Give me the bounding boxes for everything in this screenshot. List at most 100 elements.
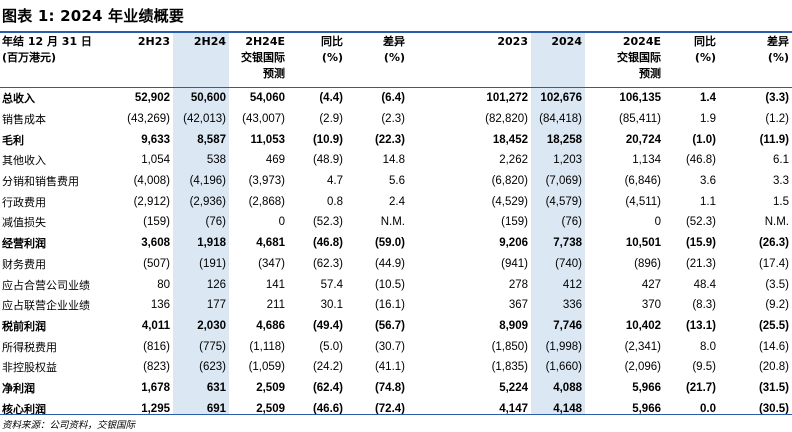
- column-header: 2H23: [118, 34, 173, 86]
- table-cell: 7,746: [553, 319, 582, 332]
- row-label: 净利润: [2, 381, 35, 395]
- table-cell: (14.6): [758, 340, 789, 353]
- table-cell: (941): [501, 257, 528, 270]
- column-header-line: 2024E: [622, 35, 661, 48]
- table-cell: (191): [199, 257, 226, 270]
- table-cell: 5.6: [389, 175, 405, 188]
- table-row: 应占合营公司业绩 80 126 141 57.4 (10.5) 278 412 427 48.4 (…: [0, 274, 792, 295]
- table-row: 毛利 9,633 8,587 11,053 (10.9) (22.3) 18,452 18,2…: [0, 129, 792, 150]
- table-cell: 1,203: [553, 154, 582, 167]
- column-header: 2023: [408, 34, 531, 86]
- column-header: 2H24E 交银国际 预测: [229, 34, 288, 86]
- table-cell: (816): [143, 340, 170, 353]
- table-cell: (17.4): [758, 257, 789, 270]
- table-row: 行政费用 (2,912) (2,936) (2,868) 0.8 2.4 (4,529) (4…: [0, 191, 792, 212]
- table-cell: (6,846): [624, 175, 661, 188]
- column-header: 2024: [531, 34, 585, 86]
- table-cell: (84,418): [539, 113, 582, 126]
- table-cell: (2.9): [319, 113, 343, 126]
- table-row: 核心利润 1,295 691 2,509 (46.6) (72.4) 4,147 4,148 5…: [0, 398, 792, 419]
- table-cell: (46.8): [685, 154, 716, 167]
- table-cell: (43,269): [127, 113, 170, 126]
- table-row: 所得税费用 (816) (775) (1,118) (5.0) (30.7) (1,850)…: [0, 336, 792, 357]
- table-cell: 336: [562, 299, 582, 312]
- table-cell: (41.1): [374, 361, 405, 374]
- table-cell: (5.0): [319, 340, 343, 353]
- table-cell: (42,013): [183, 113, 226, 126]
- highlight-2024-column: [531, 33, 585, 414]
- column-header-line: 交银国际: [241, 51, 285, 64]
- table-cell: 278: [508, 278, 528, 291]
- table-cell: (1,059): [248, 361, 285, 374]
- table-cell: 211: [266, 299, 285, 312]
- table-cell: (823): [143, 361, 170, 374]
- table-cell: (10.5): [374, 278, 405, 291]
- column-header: 同比 (%): [288, 34, 346, 86]
- table-cell: (623): [199, 361, 226, 374]
- table-cell: 4,681: [256, 237, 285, 250]
- table-cell: 4,686: [256, 319, 285, 332]
- table-cell: 2,030: [197, 319, 226, 332]
- table-cell: (49.4): [312, 319, 343, 332]
- row-label: 分销和销售费用: [2, 175, 79, 189]
- table-cell: 6.1: [773, 154, 789, 167]
- table-cell: N.M.: [764, 216, 789, 229]
- table-cell: (740): [555, 257, 582, 270]
- table-cell: 5,224: [499, 381, 528, 394]
- table-cell: 691: [206, 402, 226, 415]
- table-cell: 10,402: [625, 319, 661, 332]
- table-cell: 4,147: [499, 402, 528, 415]
- column-header-line: (%): [383, 51, 405, 64]
- table-row: 总收入 52,902 50,600 54,060 (4.4) (6.4) 101,272 10…: [0, 86, 792, 109]
- table-row: 经营利润 3,608 1,918 4,681 (46.8) (59.0) 9,206 7,73…: [0, 233, 792, 254]
- table-cell: 106,135: [619, 92, 661, 105]
- column-header-line: 预测: [263, 67, 285, 80]
- table-cell: (21.3): [685, 257, 716, 270]
- table-cell: (30.7): [374, 340, 405, 353]
- table-cell: 1,678: [141, 381, 170, 394]
- source-note: 资料来源：公司资料，交银国际: [2, 420, 136, 431]
- table-cell: 30.1: [320, 299, 343, 312]
- table-cell: (4,511): [625, 195, 661, 208]
- header-label-line: 年结 12 月 31 日: [2, 35, 92, 48]
- table-cell: (15.9): [685, 237, 716, 250]
- table-cell: (896): [634, 257, 661, 270]
- table-cell: (31.5): [758, 381, 789, 394]
- table-cell: 1.1: [700, 195, 716, 208]
- table-cell: (48.9): [312, 154, 343, 167]
- column-header-line: 差异: [767, 35, 789, 48]
- column-header-line: 2023: [497, 35, 528, 48]
- table-cell: (72.4): [374, 402, 405, 415]
- table-cell: 5,966: [632, 402, 661, 415]
- table-cell: (1.0): [692, 133, 716, 146]
- table-cell: 3.6: [700, 175, 716, 188]
- figure-title: 图表 1: 2024 年业绩概要: [2, 7, 185, 25]
- table-cell: 631: [206, 381, 226, 394]
- row-label: 应占联营企业业绩: [2, 299, 90, 313]
- table-cell: 0: [278, 216, 285, 229]
- table-cell: (76): [561, 216, 582, 229]
- table-cell: 3.3: [773, 175, 789, 188]
- table-cell: (2,912): [133, 195, 170, 208]
- header-label-line: (百万港元): [2, 51, 57, 64]
- table-cell: (1.2): [765, 113, 789, 126]
- row-label: 经营利润: [2, 237, 46, 251]
- table-cell: 8.0: [700, 340, 716, 353]
- table-cell: (4,196): [189, 175, 226, 188]
- table-cell: (62.3): [312, 257, 343, 270]
- table-cell: 2,509: [256, 402, 285, 415]
- table-cell: 1.5: [773, 195, 789, 208]
- table-cell: (2.3): [381, 113, 405, 126]
- table-cell: 0: [654, 216, 661, 229]
- table-row: 应占联营企业业绩 136 177 211 30.1 (16.1) 367 336 370 (8.3…: [0, 295, 792, 316]
- table-cell: (3.5): [765, 278, 789, 291]
- column-header: 同比 (%): [664, 34, 719, 86]
- table-cell: 10,501: [625, 237, 661, 250]
- table-cell: (4.4): [319, 92, 343, 105]
- results-table: 年结 12 月 31 日 (百万港元) 2H23 2H24 2H24E 交银国际 预测同…: [0, 34, 792, 419]
- table-cell: 14.8: [382, 154, 405, 167]
- column-header-line: (%): [767, 51, 789, 64]
- table-cell: 0.8: [327, 195, 343, 208]
- table-cell: 367: [508, 299, 528, 312]
